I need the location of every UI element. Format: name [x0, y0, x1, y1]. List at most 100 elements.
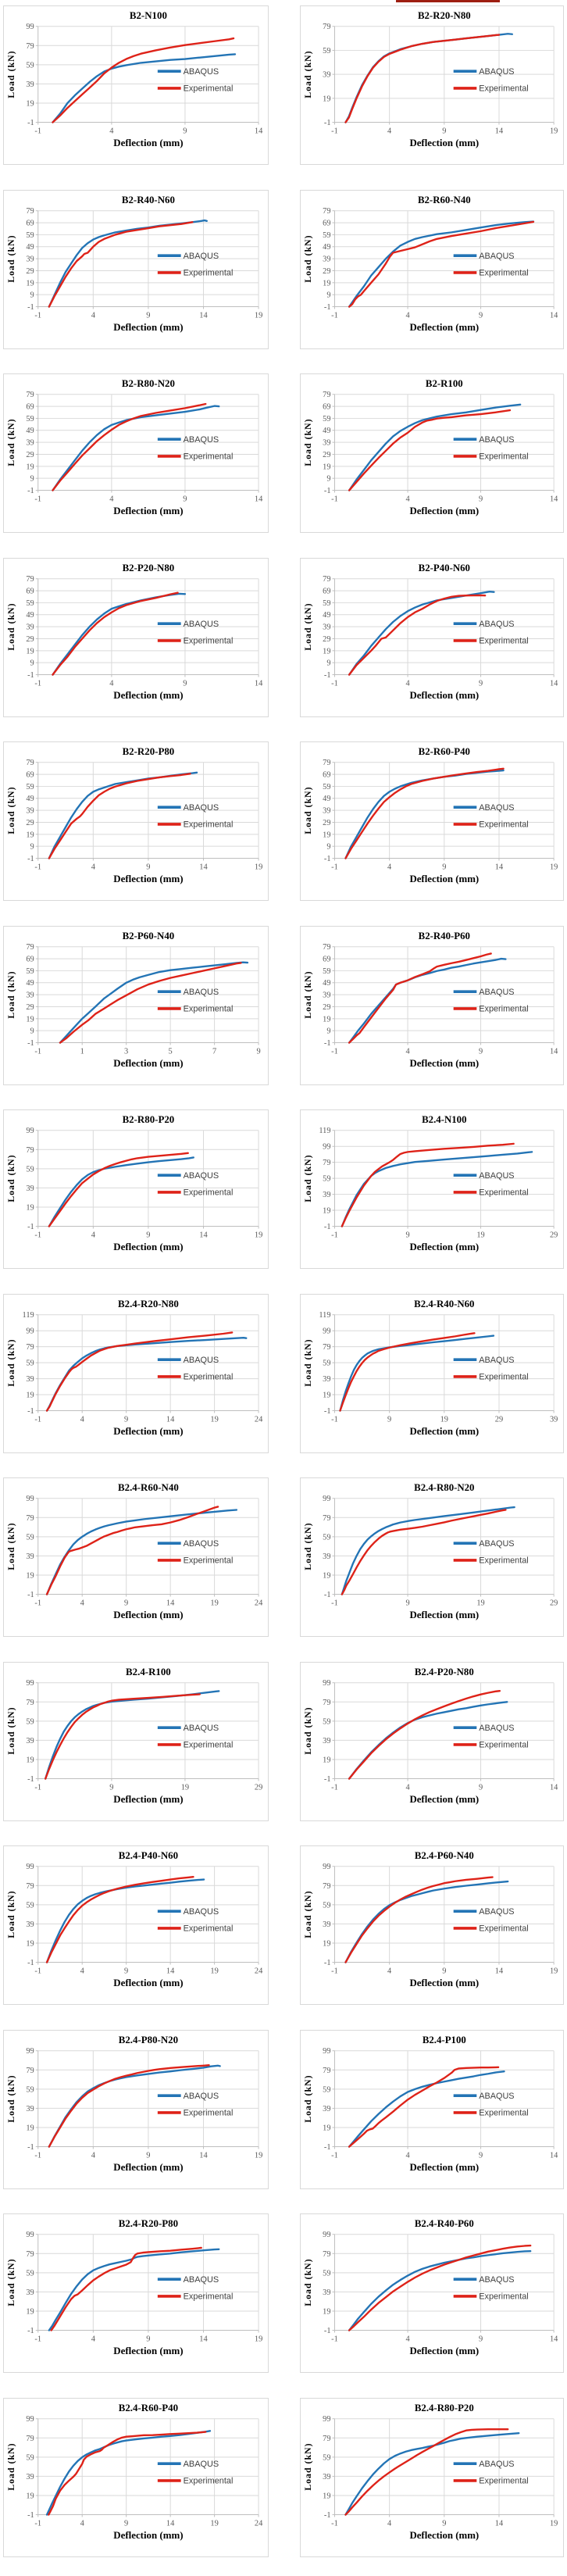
- y-tick-label: 79: [26, 759, 34, 767]
- series-experimental: [348, 220, 535, 308]
- legend-label-abaqus: ABAQUS: [184, 1355, 219, 1364]
- x-tick-label: 4: [91, 863, 96, 871]
- y-tick-label: 49: [26, 243, 34, 252]
- x-tick-label: 4: [91, 1231, 96, 1239]
- series-experimental: [52, 402, 207, 491]
- chart-b2.4-r40-p60[interactable]: -1 4 9 14 -1 19 39 59 79 99 B2.4-R40-P60 Deflection…: [300, 2213, 564, 2373]
- x-tick-label: 14: [495, 127, 504, 135]
- y-tick-label: 99: [26, 2231, 34, 2239]
- series-abaqus: [344, 33, 513, 123]
- chart-b2.4-r20-n80[interactable]: -1 4 9 14 19 24 -1 19 39 59 79 99 119 B2.4-R20-N80 Def…: [3, 1293, 269, 1453]
- chart-cell: -1 9 19 29 -1 19 39 59 79 99 B2.4-R100 Deflection (…: [0, 1656, 284, 1841]
- legend-label-experimental: Experimental: [184, 2476, 234, 2485]
- chart-canvas: -1 1 3 5 7 9-1919293949596979B2-P60-N40Deflec…: [5, 930, 261, 1068]
- y-tick-label: -1: [27, 119, 34, 127]
- series-experimental: [348, 952, 492, 1044]
- y-axis-title: Load (kN): [5, 1706, 16, 1754]
- y-tick-label: 39: [323, 1375, 330, 1384]
- chart-b2.4-r20-p80[interactable]: -1 4 9 14 19 -1 19 39 59 79 99 B2.4-R20-P80 Deflecti…: [3, 2213, 269, 2373]
- y-tick-label: 39: [323, 2104, 330, 2113]
- series-experimental: [48, 220, 194, 308]
- series-experimental: [45, 1876, 194, 1963]
- y-tick-label: 59: [323, 415, 330, 423]
- y-axis-title: Load (kN): [5, 602, 16, 650]
- y-tick-label: 119: [23, 1311, 34, 1320]
- x-axis-title: Deflection (mm): [409, 1058, 479, 1069]
- chart-b2-p20-n80[interactable]: -1 4 9 14 -1 9 19 29 39 49 59 69 79 B2-P20-N80 Deflect…: [3, 557, 269, 717]
- chart-b2-r20-p80[interactable]: -1 4 9 14 19 -1 9 19 29 39 49 59 69 79 B2-R20-P80 Defle…: [3, 741, 269, 901]
- chart-b2-n100[interactable]: -1 4 9 14 -1 19 39 59 79 99 B2-N100 Deflection (mm)…: [3, 5, 269, 165]
- x-tick-label: 9: [146, 863, 150, 871]
- x-tick-label: 9: [442, 2519, 446, 2528]
- y-tick-label: 19: [323, 1939, 330, 1948]
- series-abaqus: [344, 2431, 520, 2516]
- y-tick-label: 19: [26, 2492, 34, 2500]
- chart-b2.4-p20-n80[interactable]: -1 4 9 14 -1 19 39 59 79 99 B2.4-P20-N80 Deflection…: [300, 1661, 564, 1821]
- x-tick-label: 4: [405, 2151, 410, 2160]
- x-tick-label: 9: [146, 2151, 150, 2160]
- x-tick-label: 14: [550, 1047, 558, 1056]
- series-experimental: [48, 2063, 210, 2148]
- y-tick-label: 99: [26, 2047, 34, 2056]
- chart-b2.4-n100[interactable]: -1 9 19 29 -1 19 39 59 79 99 119 B2.4-N100 Deflectio…: [300, 1109, 564, 1269]
- series-abaqus: [348, 220, 535, 308]
- y-tick-label: 19: [323, 2492, 330, 2500]
- x-tick-label: 29: [495, 1415, 503, 1424]
- legend-label-abaqus: ABAQUS: [479, 2459, 514, 2468]
- y-tick-label: 99: [26, 1863, 34, 1871]
- chart-b2-r60-n40[interactable]: -1 4 9 14 -1 9 19 29 39 49 59 69 79 B2-R60-N40 Deflect…: [300, 189, 564, 349]
- x-tick-label: 4: [80, 1967, 85, 1975]
- y-tick-label: 79: [26, 2066, 34, 2074]
- x-tick-label: 9: [146, 1231, 150, 1239]
- y-tick-label: 29: [26, 266, 34, 275]
- chart-b2-r60-p40[interactable]: -1 4 9 14 19 -1 9 19 29 39 49 59 69 79 B2-R60-P40 Defle…: [300, 741, 564, 901]
- legend-label-abaqus: ABAQUS: [479, 2091, 514, 2100]
- y-tick-label: 79: [26, 2434, 34, 2442]
- x-tick-label: -1: [331, 495, 338, 503]
- y-axis-title: Load (kN): [302, 2442, 313, 2490]
- chart-b2-r40-n60[interactable]: -1 4 9 14 19 -1 9 19 29 39 49 59 69 79 B2-R40-N60 Defle…: [3, 189, 269, 349]
- chart-b2-r20-n80[interactable]: -1 4 9 14 19 -1 19 39 59 79 B2-R20-N80 Deflection (…: [300, 5, 564, 165]
- x-tick-label: -1: [331, 2519, 338, 2528]
- chart-b2.4-r60-n40[interactable]: -1 4 9 14 19 24 -1 19 39 59 79 99 B2.4-R60-N40 Deflec…: [3, 1477, 269, 1637]
- chart-b2.4-r60-p40[interactable]: -1 4 9 14 19 24 -1 19 39 59 79 99 B2.4-R60-P40 Deflec…: [3, 2397, 269, 2557]
- chart-b2-p40-n60[interactable]: -1 4 9 14 -1 9 19 29 39 49 59 69 79 B2-P40-N60 Deflect…: [300, 557, 564, 717]
- chart-b2-r40-p60[interactable]: -1 4 9 14 -1 9 19 29 39 49 59 69 79 B2-R40-P60 Deflect…: [300, 925, 564, 1085]
- y-tick-label: 79: [26, 391, 34, 399]
- x-tick-label: 9: [479, 679, 483, 688]
- chart-b2.4-r80-n20[interactable]: -1 9 19 29 -1 19 39 59 79 99 B2.4-R80-N20 Deflectio…: [300, 1477, 564, 1637]
- series-abaqus: [59, 960, 249, 1044]
- chart-b2.4-p60-n40[interactable]: -1 4 9 14 19 -1 19 39 59 79 99 B2.4-P60-N40 Deflecti…: [300, 1845, 564, 2005]
- chart-b2-r80-n20[interactable]: -1 4 9 14 -1 9 19 29 39 49 59 69 79 B2-R80-N20 Deflect…: [3, 373, 269, 533]
- y-tick-label: 79: [323, 2434, 330, 2442]
- chart-b2-p60-n40[interactable]: -1 1 3 5 7 9 -1 9 19 29 39 49 59 69 79 B2-P60-N40 Deflec…: [3, 925, 269, 1085]
- x-tick-label: 4: [387, 127, 392, 135]
- chart-b2.4-p100[interactable]: -1 4 9 14 -1 19 39 59 79 99 B2.4-P100 Deflection (m…: [300, 2029, 564, 2189]
- chart-b2.4-p40-n60[interactable]: -1 4 9 14 19 24 -1 19 39 59 79 99 B2.4-P40-N60 Deflec…: [3, 1845, 269, 2005]
- legend-label-experimental: Experimental: [184, 1556, 234, 1566]
- y-tick-label: 39: [323, 623, 330, 631]
- chart-b2.4-p80-n20[interactable]: -1 4 9 14 19 -1 19 39 59 79 99 B2.4-P80-N20 Deflecti…: [3, 2029, 269, 2189]
- x-tick-label: -1: [331, 2335, 338, 2343]
- chart-cell: -1 4 9 14 19 -1 9 19 29 39 49 59 69 79 B2-R60-P40 Defle…: [284, 736, 567, 920]
- y-tick-label: 79: [26, 1698, 34, 1706]
- chart-b2.4-r100[interactable]: -1 9 19 29 -1 19 39 59 79 99 B2.4-R100 Deflection (…: [3, 1661, 269, 1821]
- x-tick-label: 4: [109, 127, 114, 135]
- chart-canvas: -1 4 9 14 19 -1 19 39 59 79 99 B2.4-P80-N20 Deflecti…: [5, 2034, 262, 2172]
- y-tick-label: 9: [30, 475, 34, 484]
- y-axis-title: Load (kN): [5, 1890, 16, 1938]
- legend-label-abaqus: ABAQUS: [479, 435, 514, 445]
- chart-b2-r100[interactable]: -1 4 9 14 -1 9 19 29 39 49 59 69 79 B2-R100 Deflection…: [300, 373, 564, 533]
- x-tick-label: 14: [550, 679, 558, 688]
- y-tick-label: -1: [324, 670, 331, 679]
- y-axis-title: Load (kN): [5, 1154, 16, 1202]
- x-tick-label: 29: [255, 1783, 262, 1792]
- chart-b2.4-r40-n60[interactable]: -1 9 19 29 39 -1 19 39 59 79 99 119 B2.4-R40-N60 Defl…: [300, 1293, 564, 1453]
- chart-b2.4-r80-p20[interactable]: -1 4 9 14 19 -1 19 39 59 79 99 B2.4-R80-P20 Deflecti…: [300, 2397, 564, 2557]
- chart-b2-r80-p20[interactable]: -1 4 9 14 19 -1 19 39 59 79 99 B2-R80-P20 Deflection…: [3, 1109, 269, 1269]
- legend-label-abaqus: ABAQUS: [184, 435, 219, 445]
- y-axis-title: Load (kN): [5, 1522, 16, 1570]
- y-tick-label: 29: [26, 819, 34, 827]
- x-axis-title: Deflection (mm): [113, 2346, 183, 2356]
